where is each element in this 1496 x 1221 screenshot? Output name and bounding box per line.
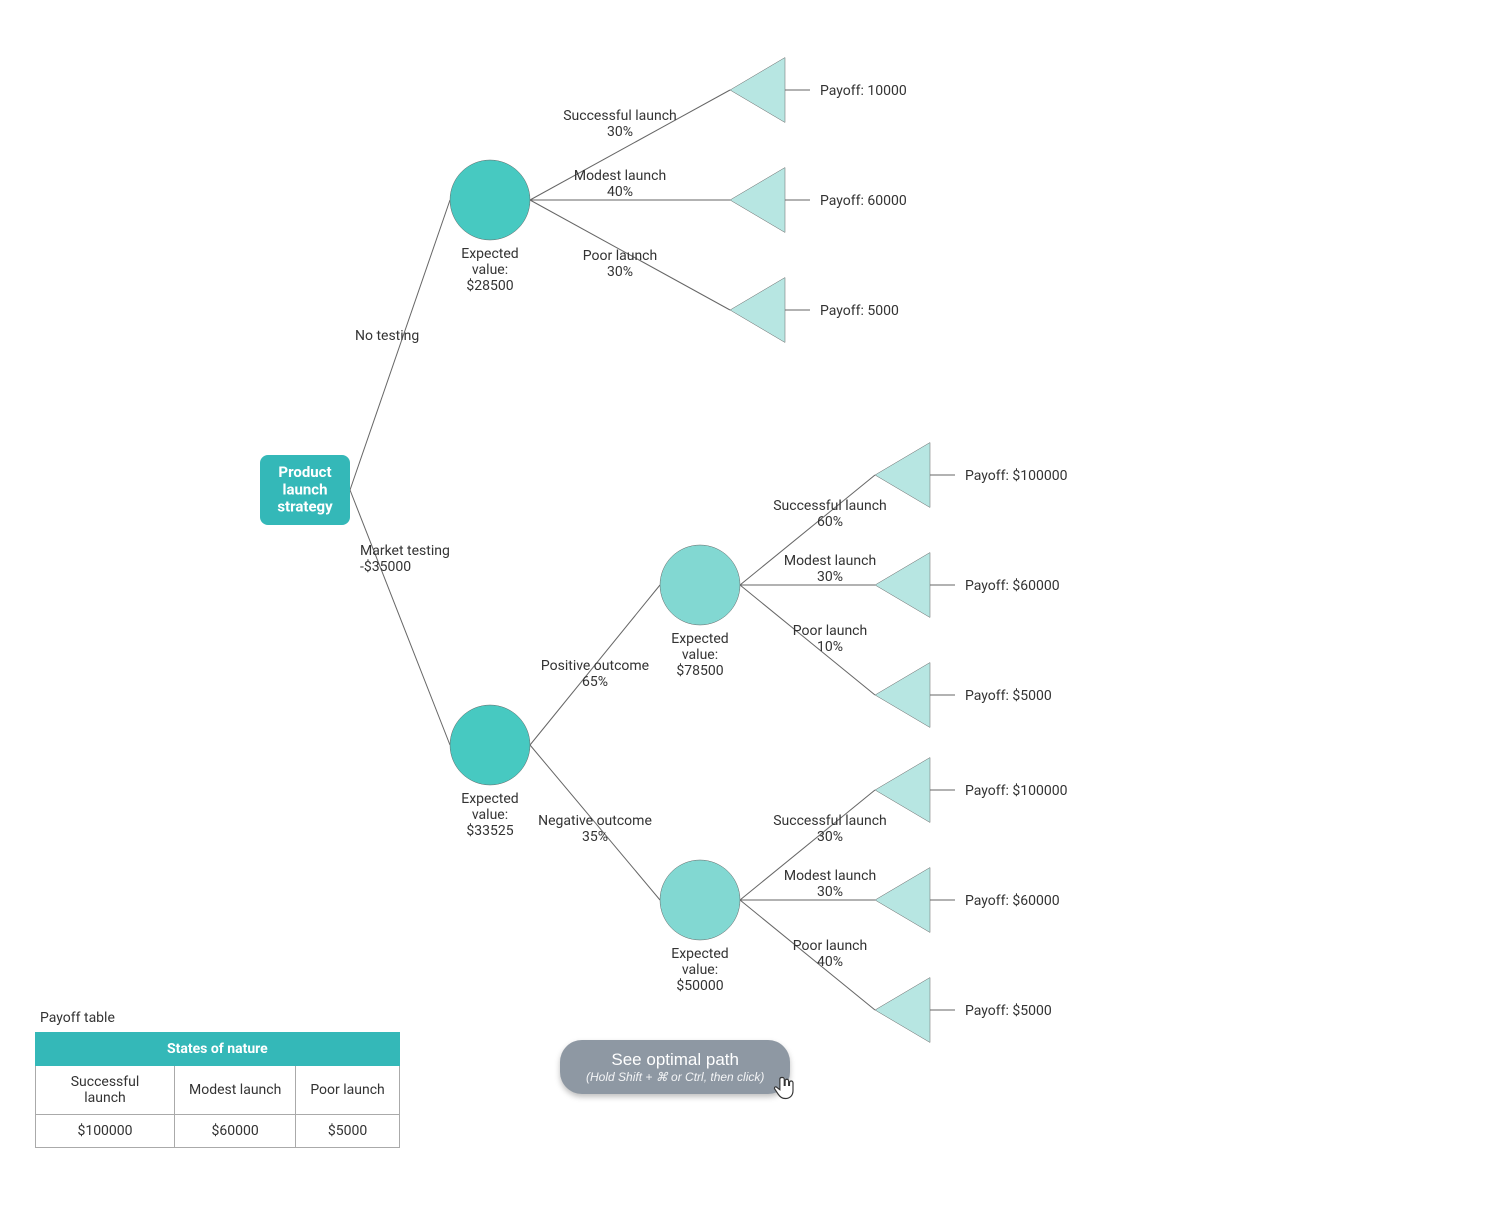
see-optimal-path-button[interactable]: See optimal path(Hold Shift + ⌘ or Ctrl,… [560,1040,790,1094]
cursor-icon [772,1074,800,1102]
payoff-node[interactable] [730,278,785,343]
chance-node[interactable] [450,160,530,240]
chance-node[interactable] [450,705,530,785]
payoff-table-cell: $100000 [36,1115,175,1148]
payoff-node[interactable] [730,168,785,233]
payoff-label: Payoff: $100000 [965,467,1068,484]
expected-value-label: Expectedvalue:$78500 [671,631,728,679]
payoff-label: Payoff: $5000 [965,1002,1052,1019]
payoff-table-col: Modest launch [175,1066,296,1115]
payoff-table-header: States of nature [36,1033,400,1066]
button-hint: (Hold Shift + ⌘ or Ctrl, then click) [586,1070,764,1084]
payoff-label: Payoff: 5000 [820,303,899,319]
edge-label: Successful launch60% [773,498,887,530]
payoff-label: Payoff: 60000 [820,193,907,209]
button-label: See optimal path [611,1050,739,1069]
edge [350,200,450,490]
payoff-node[interactable] [875,868,930,933]
chance-node[interactable] [660,545,740,625]
edge [740,585,875,695]
payoff-node[interactable] [875,553,930,618]
payoff-label: Payoff: $60000 [965,577,1060,594]
edge [740,900,875,1010]
payoff-node[interactable] [875,978,930,1043]
edge-label: Modest launch40% [574,168,666,200]
payoff-table-caption: Payoff table [40,1010,115,1026]
edge [350,490,450,745]
payoff-table-cell: $60000 [175,1115,296,1148]
decision-root-label: Productlaunchstrategy [277,463,333,516]
edge-label: Market testing-$35000 [360,543,450,575]
payoff-table-col: Successful launch [36,1066,175,1115]
edge-label: No testing [355,328,419,344]
edge-label: Successful launch30% [773,813,887,845]
edge-label: Modest launch30% [784,553,876,585]
chance-node[interactable] [660,860,740,940]
edge-label: Successful launch30% [563,108,677,140]
expected-value-label: Expectedvalue:$50000 [671,946,728,994]
payoff-label: Payoff: $60000 [965,892,1060,909]
edge-label: Negative outcome35% [538,813,652,845]
payoff-table: States of natureSuccessful launchModest … [35,1032,400,1148]
payoff-label: Payoff: $5000 [965,687,1052,704]
expected-value-label: Expectedvalue:$28500 [461,246,518,294]
payoff-node[interactable] [730,58,785,123]
payoff-table-col: Poor launch [296,1066,399,1115]
edge-label: Positive outcome65% [541,658,649,690]
edge-label: Modest launch30% [784,868,876,900]
payoff-label: Payoff: $100000 [965,782,1068,799]
edge-label: Poor launch40% [793,938,867,970]
payoff-node[interactable] [875,663,930,728]
edge-label: Poor launch10% [793,623,867,655]
expected-value-label: Expectedvalue:$33525 [461,791,518,839]
payoff-table-cell: $5000 [296,1115,399,1148]
payoff-label: Payoff: 10000 [820,83,907,99]
